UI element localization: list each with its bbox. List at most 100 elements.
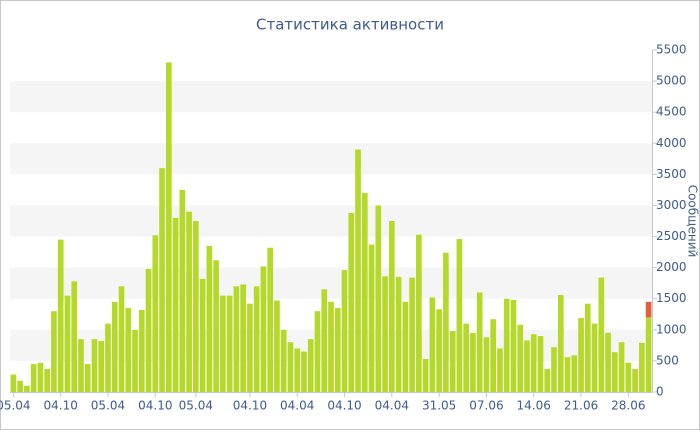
bar [470, 332, 476, 392]
bar [78, 339, 84, 392]
x-tick-label: 04.10 [44, 399, 78, 413]
bar [125, 308, 132, 392]
bar [368, 244, 375, 392]
bar [321, 289, 328, 392]
bar [260, 266, 267, 392]
bar [476, 292, 483, 392]
x-tick-label: 04.04 [280, 399, 314, 413]
x-tick-label: 05.04 [0, 399, 31, 413]
y-tick-label: 2000 [656, 260, 687, 274]
bar [524, 340, 530, 392]
x-tick-label: 31.05 [422, 399, 456, 413]
bar [625, 362, 632, 392]
chart-title: Статистика активности [256, 16, 444, 34]
bar [179, 189, 186, 392]
bar [402, 301, 409, 392]
bar [287, 342, 294, 392]
y-tick-label: 0 [656, 385, 664, 399]
bar [416, 234, 422, 392]
bar [388, 221, 395, 392]
bar [463, 323, 469, 392]
bar [51, 311, 57, 392]
bar [456, 239, 463, 392]
bar [436, 309, 442, 392]
y-tick-label: 2500 [656, 229, 687, 243]
bar [307, 339, 314, 392]
y-tick-label: 4000 [656, 136, 687, 150]
bar [138, 309, 145, 392]
bar [226, 295, 233, 392]
bar [611, 352, 618, 392]
bar [645, 301, 652, 318]
x-tick-label: 21.06 [564, 399, 598, 413]
x-tick-label: 04.10 [138, 399, 172, 413]
y-tick-label: 5000 [656, 74, 687, 88]
bar [172, 217, 179, 392]
bar [395, 276, 402, 392]
bar [584, 303, 591, 392]
bar [530, 334, 537, 392]
bar [91, 339, 98, 392]
bar [443, 252, 449, 392]
y-tick-label: 1500 [656, 291, 687, 305]
bar [409, 277, 415, 392]
bar [490, 319, 497, 392]
bar [233, 286, 240, 392]
bar [37, 362, 44, 392]
bar [10, 374, 17, 392]
bar [253, 286, 260, 392]
grid-band [10, 143, 652, 175]
bar [145, 268, 152, 392]
bar [348, 212, 355, 392]
bar [64, 295, 71, 392]
x-tick-label: 05.04 [91, 399, 125, 413]
bar [267, 247, 274, 392]
bar [334, 308, 341, 392]
bar [645, 317, 652, 392]
bar [632, 368, 638, 392]
bar [375, 205, 382, 392]
bar [598, 277, 605, 392]
bar [30, 364, 37, 392]
bar [517, 324, 524, 392]
y-tick-label: 500 [656, 353, 679, 367]
bar [186, 211, 192, 392]
bar [557, 294, 564, 392]
bar [551, 347, 557, 392]
bar [132, 329, 138, 392]
bar [213, 260, 219, 392]
bar [564, 357, 571, 392]
bar [449, 331, 456, 392]
bar [57, 239, 64, 392]
bar [105, 323, 111, 392]
bar [152, 235, 159, 392]
bar [497, 348, 503, 392]
bar [193, 221, 199, 392]
y-tick-label: 5500 [656, 43, 687, 57]
x-tick-label: 04.10 [327, 399, 361, 413]
x-tick-label: 04.04 [375, 399, 409, 413]
bar [199, 278, 206, 392]
bar [503, 298, 510, 392]
bar [17, 380, 23, 392]
bar [118, 286, 125, 392]
bar [591, 323, 598, 392]
grid-band [10, 205, 652, 237]
bar [159, 168, 165, 392]
grid-band [10, 267, 652, 299]
bar [605, 332, 611, 392]
x-tick-label: 28.06 [611, 399, 645, 413]
bar [341, 270, 348, 392]
bar [220, 295, 226, 392]
bar [382, 276, 388, 392]
bar [639, 342, 645, 392]
bar [71, 281, 78, 392]
bar [618, 342, 625, 392]
bar [571, 355, 578, 392]
bar [429, 297, 436, 392]
y-tick-label: 3500 [656, 167, 687, 181]
y-tick-label: 3000 [656, 198, 687, 212]
bar [44, 368, 51, 392]
x-tick-label: 14.06 [517, 399, 551, 413]
